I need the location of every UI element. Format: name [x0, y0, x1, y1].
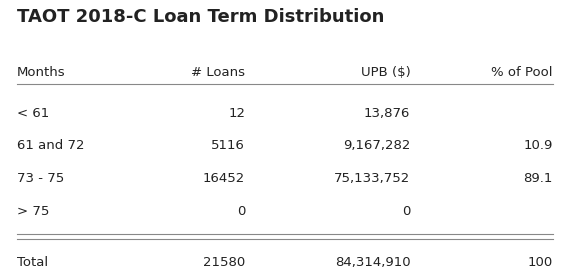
- Text: 9,167,282: 9,167,282: [343, 139, 410, 152]
- Text: 73 - 75: 73 - 75: [17, 172, 64, 185]
- Text: % of Pool: % of Pool: [491, 66, 553, 79]
- Text: Total: Total: [17, 256, 48, 269]
- Text: 21580: 21580: [203, 256, 245, 269]
- Text: 13,876: 13,876: [364, 107, 410, 120]
- Text: 5116: 5116: [211, 139, 245, 152]
- Text: Months: Months: [17, 66, 66, 79]
- Text: 89.1: 89.1: [523, 172, 553, 185]
- Text: 75,133,752: 75,133,752: [334, 172, 410, 185]
- Text: > 75: > 75: [17, 205, 50, 218]
- Text: < 61: < 61: [17, 107, 50, 120]
- Text: # Loans: # Loans: [191, 66, 245, 79]
- Text: TAOT 2018-C Loan Term Distribution: TAOT 2018-C Loan Term Distribution: [17, 8, 385, 26]
- Text: 100: 100: [528, 256, 553, 269]
- Text: 0: 0: [402, 205, 410, 218]
- Text: 16452: 16452: [203, 172, 245, 185]
- Text: 0: 0: [237, 205, 245, 218]
- Text: 61 and 72: 61 and 72: [17, 139, 84, 152]
- Text: UPB ($): UPB ($): [361, 66, 410, 79]
- Text: 84,314,910: 84,314,910: [335, 256, 410, 269]
- Text: 12: 12: [228, 107, 245, 120]
- Text: 10.9: 10.9: [523, 139, 553, 152]
